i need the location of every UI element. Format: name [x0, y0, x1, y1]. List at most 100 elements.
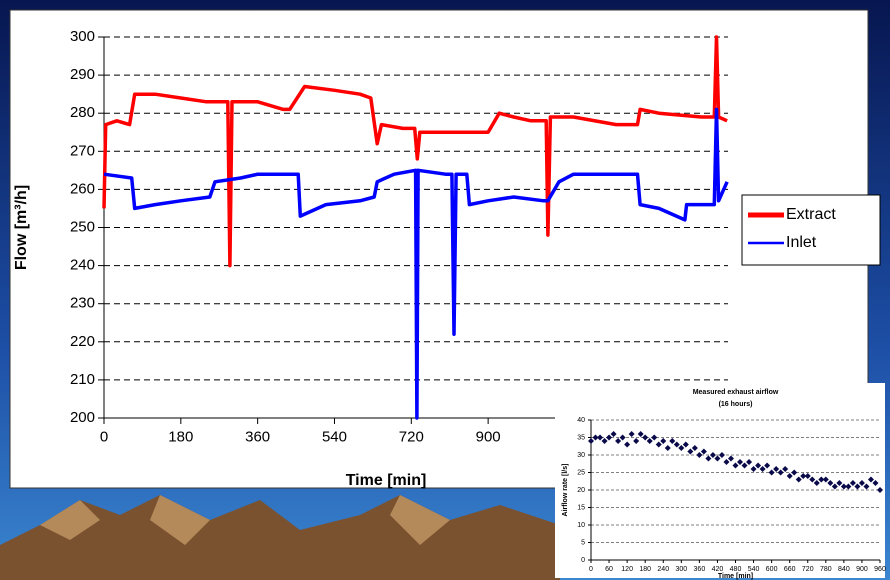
x-tick-label: 0 — [589, 566, 593, 573]
x-tick-label: 480 — [730, 566, 742, 573]
point — [696, 452, 703, 458]
x-tick-label: 60 — [605, 566, 613, 573]
point — [764, 462, 771, 469]
y-tick-label: 270 — [70, 142, 95, 159]
point — [597, 434, 604, 441]
point — [877, 487, 883, 493]
legend-label: Extract — [786, 206, 836, 223]
point — [700, 448, 707, 455]
point — [737, 459, 744, 465]
y-tick-label: 40 — [577, 417, 585, 424]
y-tick-label: 15 — [577, 504, 585, 511]
x-tick-label: 360 — [245, 428, 270, 445]
y-tick-label: 25 — [577, 469, 585, 476]
point — [822, 476, 829, 483]
point — [628, 431, 635, 437]
point — [849, 480, 856, 486]
point — [633, 438, 640, 444]
point — [746, 459, 753, 465]
point — [646, 438, 653, 444]
point — [606, 434, 613, 441]
x-tick-label: 900 — [856, 566, 868, 573]
point — [804, 473, 811, 479]
point — [673, 441, 680, 448]
y-tick-label: 240 — [70, 257, 95, 274]
point — [872, 480, 879, 486]
x-axis-label: Time [min] — [718, 573, 753, 580]
x-tick-label: 360 — [694, 566, 706, 573]
point — [651, 434, 658, 441]
series-line — [103, 107, 729, 420]
point — [795, 476, 802, 483]
point — [818, 476, 825, 483]
y-tick-label: 10 — [577, 522, 585, 529]
legend-label: Inlet — [786, 234, 817, 251]
y-tick-label: 20 — [577, 487, 585, 494]
series-line — [102, 35, 728, 268]
point — [660, 438, 667, 444]
point — [831, 483, 838, 490]
point — [601, 438, 608, 444]
point — [610, 431, 617, 437]
y-tick-label: 30 — [577, 452, 585, 459]
point — [678, 445, 685, 451]
chart-title: Measured exhaust airflow — [693, 389, 779, 396]
point — [858, 480, 865, 486]
point — [592, 434, 599, 441]
point — [741, 462, 748, 469]
point — [727, 455, 734, 462]
point — [705, 455, 712, 462]
y-tick-label: 200 — [70, 409, 95, 426]
point — [714, 455, 721, 462]
main-chart: 200 210 220 230 240 250 260 270 280 290 300 0 180 360… — [13, 28, 881, 489]
x-tick-label: 600 — [766, 566, 778, 573]
x-tick-label: 240 — [657, 566, 669, 573]
point — [664, 445, 671, 451]
point — [759, 466, 766, 472]
point — [782, 466, 789, 472]
inset-panel — [555, 383, 885, 578]
y-tick-label: 250 — [70, 218, 95, 235]
point — [786, 473, 793, 479]
point — [768, 469, 775, 476]
point — [642, 434, 649, 441]
x-tick-label: 540 — [748, 566, 760, 573]
point — [723, 459, 730, 465]
y-tick-label: 220 — [70, 333, 95, 350]
x-tick-label: 120 — [621, 566, 633, 573]
point — [845, 483, 852, 490]
x-tick-label: 540 — [322, 428, 347, 445]
x-tick-label: 780 — [820, 566, 832, 573]
x-tick-label: 180 — [168, 428, 193, 445]
inset-chart: 0 5 10 15 20 25 30 35 40 0 60 120 180 240 300 360 420 480… — [562, 389, 886, 580]
point — [750, 466, 757, 472]
x-axis-label: Time [min] — [346, 472, 427, 489]
point — [732, 462, 739, 469]
chart-subtitle: (16 hours) — [719, 401, 753, 408]
y-tick-label: 210 — [70, 371, 95, 388]
x-tick-label: 420 — [712, 566, 724, 573]
x-tick-label: 0 — [100, 428, 108, 445]
mountains-light — [40, 500, 100, 540]
y-tick-label: 280 — [70, 104, 95, 121]
y-tick-label: 35 — [577, 434, 585, 441]
x-tick-label: 720 — [802, 566, 814, 573]
y-tick-label: 230 — [70, 295, 95, 312]
point — [755, 462, 762, 469]
point — [777, 469, 784, 476]
point — [619, 434, 626, 441]
y-tick-label: 0 — [581, 557, 585, 564]
point — [655, 441, 662, 448]
point — [836, 480, 843, 486]
point — [854, 483, 861, 490]
x-tick-label: 840 — [838, 566, 850, 573]
point — [588, 438, 594, 444]
y-axis-label: Airflow rate [l/s] — [562, 464, 569, 517]
y-tick-label: 300 — [70, 28, 95, 45]
x-tick-label: 180 — [639, 566, 651, 573]
x-tick-label: 660 — [784, 566, 796, 573]
point — [809, 476, 816, 483]
point — [863, 483, 870, 490]
legend-box — [741, 194, 881, 266]
